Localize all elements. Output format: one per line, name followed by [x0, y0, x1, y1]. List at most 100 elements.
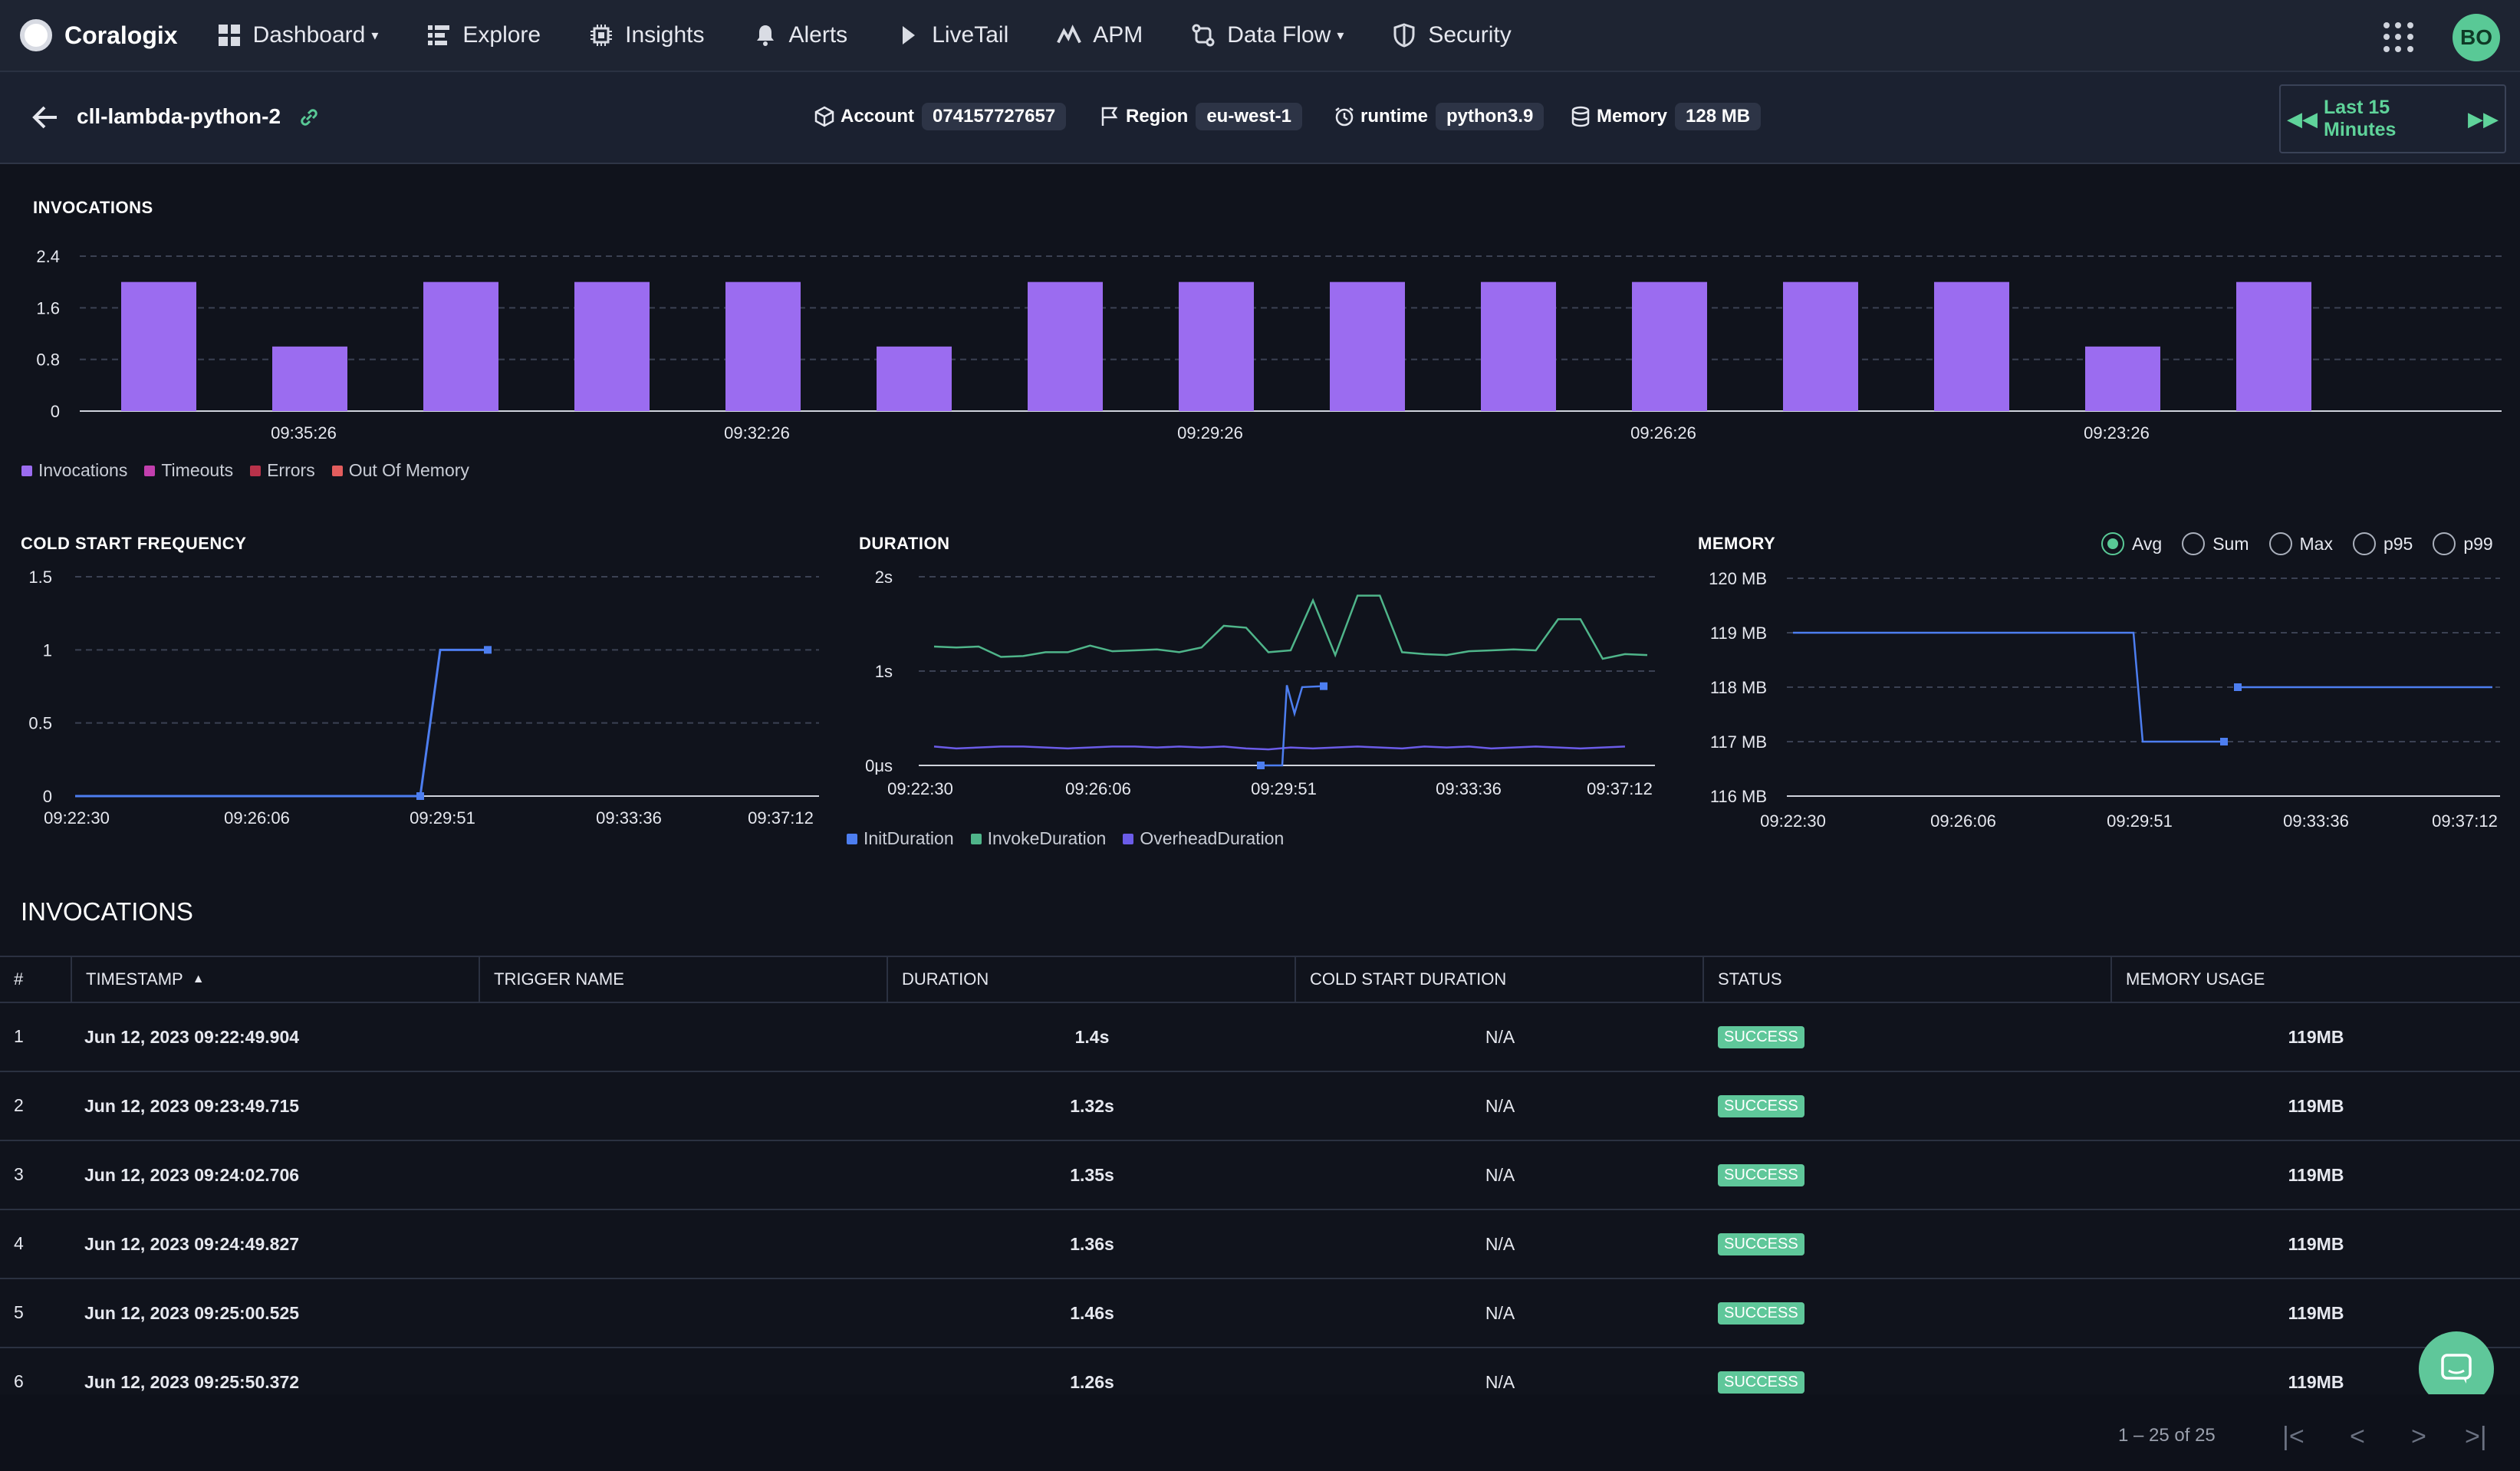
nav-dashboard[interactable]: Dashboard ▾: [216, 22, 378, 48]
legend-overhead-duration[interactable]: OverheadDuration: [1123, 828, 1284, 849]
table-row[interactable]: 3 Jun 12, 2023 09:24:02.706 1.35s N/A SUCCES…: [0, 1141, 2520, 1210]
column-cold-start-duration[interactable]: COLD START DURATION: [1296, 957, 1704, 1002]
nav-security[interactable]: Security: [1391, 22, 1512, 48]
row-number: 4: [14, 1233, 24, 1253]
table-footer: 1 – 25 of 25 |< < > >|: [0, 1394, 2520, 1471]
row-cold-start-duration: N/A: [1485, 1095, 1515, 1116]
nav-insights[interactable]: Insights: [588, 22, 705, 48]
legend-out-of-memory[interactable]: Out Of Memory: [331, 460, 469, 481]
x-tick-label: 09:26:06: [1930, 811, 1996, 831]
legend-label: Invocations: [38, 460, 128, 480]
chat-support-button[interactable]: [2419, 1331, 2494, 1407]
column-status[interactable]: STATUS: [1704, 957, 2112, 1002]
bell-icon: [752, 22, 778, 48]
row-number: 5: [14, 1302, 24, 1322]
radio-label: p99: [2463, 533, 2493, 554]
memory-label: Memory: [1597, 106, 1668, 127]
invocation-bar: [1179, 281, 1254, 411]
first-page-icon[interactable]: |<: [2282, 1422, 2305, 1451]
legend-swatch: [21, 465, 32, 476]
column-number[interactable]: #: [0, 957, 72, 1002]
shield-icon: [1391, 22, 1417, 48]
nav-dataflow[interactable]: Data Flow ▾: [1190, 22, 1344, 48]
data-point: [416, 792, 424, 800]
legend-swatch: [847, 833, 857, 844]
legend-invocations[interactable]: Invocations: [21, 460, 127, 481]
column-duration[interactable]: DURATION: [888, 957, 1296, 1002]
last-page-icon[interactable]: >|: [2465, 1422, 2487, 1451]
nav-livetail[interactable]: LiveTail: [895, 22, 1008, 48]
function-header: cll-lambda-python-2 Account 074157727657…: [0, 72, 2520, 164]
nav-apm[interactable]: APM: [1056, 22, 1143, 48]
data-point: [484, 646, 492, 654]
row-timestamp: Jun 12, 2023 09:24:49.827: [84, 1233, 300, 1254]
memory-line: [1793, 631, 2224, 743]
back-arrow-icon[interactable]: [29, 101, 61, 133]
radio-avg[interactable]: Avg: [2101, 532, 2162, 555]
x-tick-label: 09:37:12: [1587, 779, 1653, 798]
table-row[interactable]: 1 Jun 12, 2023 09:22:49.904 1.4s N/A SUCCESS…: [0, 1003, 2520, 1072]
row-number: 6: [14, 1371, 24, 1391]
y-tick-label: 118 MB: [1710, 678, 1767, 697]
legend-swatch: [250, 465, 262, 476]
time-range-picker[interactable]: ◀◀ Last 15 Minutes ▶▶: [2279, 84, 2506, 153]
next-page-icon[interactable]: >: [2411, 1422, 2426, 1451]
invocation-bar: [121, 281, 196, 411]
coralogix-logo[interactable]: Coralogix: [20, 19, 178, 51]
legend-errors[interactable]: Errors: [250, 460, 315, 481]
row-trigger-name: [480, 1141, 888, 1209]
legend-timeouts[interactable]: Timeouts: [144, 460, 233, 481]
legend-label: InitDuration: [864, 828, 954, 848]
row-trigger-name: [480, 1003, 888, 1071]
radio-selected-icon: [2101, 532, 2124, 555]
table-row[interactable]: 4 Jun 12, 2023 09:24:49.827 1.36s N/A SUCCES…: [0, 1210, 2520, 1279]
column-timestamp[interactable]: TIMESTAMP ▲: [72, 957, 480, 1002]
row-status: SUCCESS: [1704, 1072, 2112, 1140]
y-tick-label: 2.4: [36, 247, 60, 266]
table-row[interactable]: 2 Jun 12, 2023 09:23:49.715 1.32s N/A SUCCES…: [0, 1072, 2520, 1141]
data-point: [2234, 683, 2242, 691]
nav-alerts[interactable]: Alerts: [752, 22, 847, 48]
row-memory-usage: 119MB: [2288, 1371, 2344, 1392]
radio-icon: [2433, 532, 2456, 555]
chat-icon: [2441, 1354, 2472, 1384]
memory-aggregation-radio-group: Avg Sum Max p95 p99: [2081, 532, 2493, 555]
link-icon[interactable]: [298, 106, 321, 129]
x-tick-label: 09:29:51: [410, 808, 475, 828]
sort-ascending-icon[interactable]: ▲: [192, 972, 205, 986]
legend-label: Out Of Memory: [348, 460, 469, 480]
invocation-bar: [2085, 346, 2160, 411]
row-cold-start-duration: N/A: [1485, 1302, 1515, 1323]
status-badge: SUCCESS: [1718, 1302, 1804, 1325]
chevron-down-icon: ▾: [1337, 27, 1344, 43]
memory-value: 128 MB: [1675, 103, 1762, 130]
radio-p95[interactable]: p95: [2352, 532, 2413, 555]
row-memory-usage: 119MB: [2288, 1095, 2344, 1116]
nav-explore[interactable]: Explore: [426, 22, 541, 48]
legend-init-duration[interactable]: InitDuration: [847, 828, 954, 849]
column-trigger-name[interactable]: TRIGGER NAME: [480, 957, 888, 1002]
radio-sum[interactable]: Sum: [2182, 532, 2249, 555]
prev-page-icon[interactable]: <: [2350, 1422, 2365, 1451]
row-cold-start-duration: N/A: [1485, 1026, 1515, 1047]
row-memory-usage: 119MB: [2288, 1233, 2344, 1254]
region-meta: Region eu-west-1: [1098, 103, 1303, 130]
x-tick-label: 09:26:06: [224, 808, 290, 828]
nav-livetail-label: LiveTail: [932, 22, 1009, 48]
legend-invoke-duration[interactable]: InvokeDuration: [970, 828, 1106, 849]
radio-icon: [2352, 532, 2376, 555]
radio-max[interactable]: Max: [2268, 532, 2333, 555]
invocation-bar: [1783, 281, 1858, 411]
forward-icon[interactable]: ▶▶: [2468, 107, 2499, 130]
y-tick-label: 1.6: [36, 298, 60, 318]
apps-grid-icon[interactable]: [2383, 22, 2414, 53]
avatar[interactable]: BO: [2453, 14, 2500, 61]
column-memory-usage[interactable]: MEMORY USAGE: [2126, 969, 2265, 989]
invocation-bar: [574, 281, 650, 411]
row-timestamp: Jun 12, 2023 09:25:50.372: [84, 1371, 300, 1392]
row-memory-usage: 119MB: [2288, 1302, 2344, 1323]
cold-start-chart-title: COLD START FREQUENCY: [21, 534, 247, 553]
radio-p99[interactable]: p99: [2433, 532, 2493, 555]
table-row[interactable]: 5 Jun 12, 2023 09:25:00.525 1.46s N/A SUCCES…: [0, 1279, 2520, 1348]
rewind-icon[interactable]: ◀◀: [2287, 107, 2318, 130]
